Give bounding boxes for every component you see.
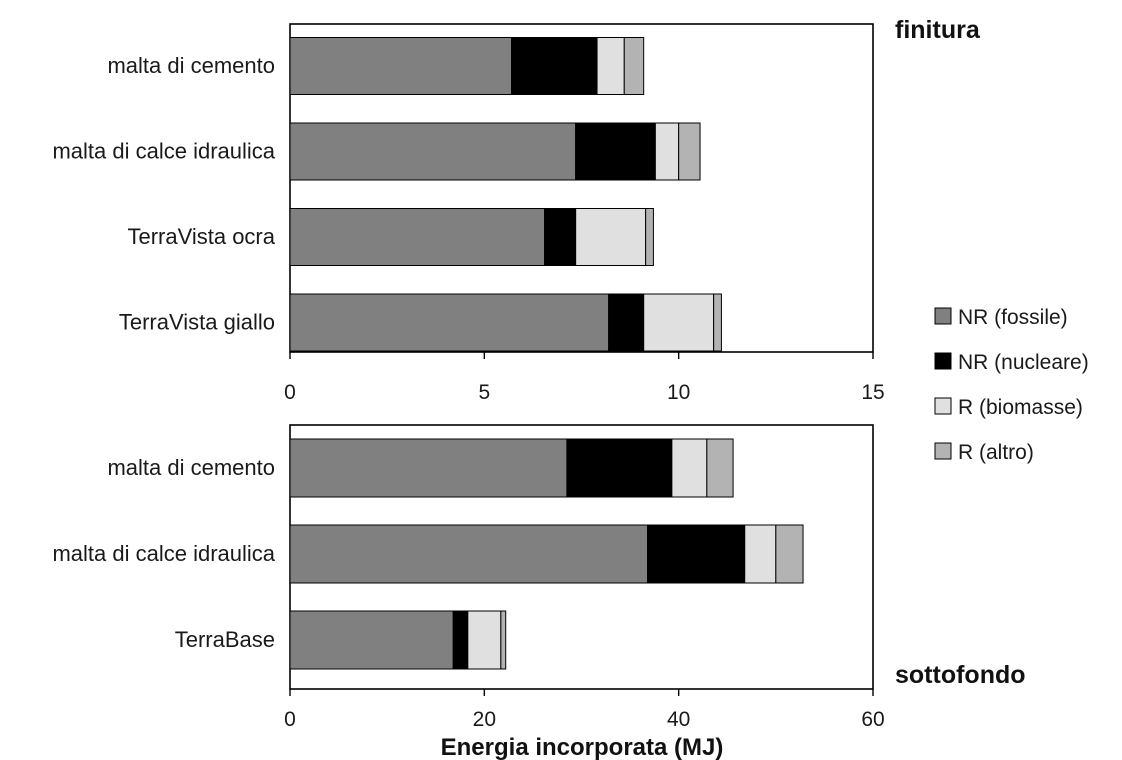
category-label: malta di cemento <box>107 53 275 78</box>
bar-terravista-giallo-r-altro <box>713 293 722 352</box>
x-tick-label: 10 <box>667 381 690 404</box>
bar-malta-di-calce-idraulica-r-altro <box>678 122 701 181</box>
x-tick-label: 20 <box>473 708 496 731</box>
bar-terravista-ocra-r-altro <box>645 208 654 266</box>
legend-swatch-r-altro <box>934 442 952 460</box>
category-label: malta di calce idraulica <box>52 541 275 566</box>
panel-finitura: finitura malta di cemento malta di calce i… <box>52 16 980 404</box>
x-tick-label: 0 <box>284 708 296 731</box>
bar-malta-di-cemento-nr-nucleare <box>511 37 598 95</box>
x-tick-label: 5 <box>478 381 490 404</box>
x-tick-label: 15 <box>861 381 884 404</box>
bar-terrabase-r-biomasse <box>467 610 502 670</box>
legend-swatch-nr-nucleare <box>934 352 952 370</box>
plot-frame <box>289 23 874 353</box>
bar-malta-di-cemento-r-altro <box>706 438 734 498</box>
x-tick-label: 40 <box>667 708 690 731</box>
legend-label: R (biomasse) <box>958 396 1083 419</box>
category-label: TerraVista giallo <box>119 310 275 335</box>
bar-malta-di-calce-idraulica-r-altro <box>775 524 804 584</box>
legend: NR (fossile) NR (nucleare) R (biomasse) R (… <box>934 306 1089 464</box>
bar-terrabase-nr-fossile <box>289 610 454 670</box>
bar-malta-di-calce-idraulica-r-biomasse <box>654 122 680 181</box>
bar-terrabase-nr-nucleare <box>452 610 469 670</box>
bar-malta-di-calce-idraulica-nr-fossile <box>289 524 649 584</box>
legend-label: R (altro) <box>958 441 1034 464</box>
panel-title: finitura <box>895 16 981 44</box>
panel-sottofondo: sottofondo malta di cemento malta di calce… <box>52 424 1026 731</box>
legend-swatch-nr-fossile <box>934 307 952 325</box>
panel-title: sottofondo <box>895 661 1026 689</box>
bar-terravista-ocra-nr-fossile <box>289 208 546 266</box>
bar-terravista-giallo-nr-nucleare <box>608 293 645 352</box>
bar-malta-di-calce-idraulica-r-biomasse <box>744 524 777 584</box>
bar-terravista-giallo-nr-fossile <box>289 293 610 352</box>
legend-label: NR (nucleare) <box>958 351 1089 374</box>
bar-terravista-ocra-nr-nucleare <box>544 208 577 266</box>
bar-terravista-giallo-r-biomasse <box>643 293 715 352</box>
category-label: malta di cemento <box>107 455 275 480</box>
legend-swatch-r-biomasse <box>934 397 952 415</box>
bar-terrabase-r-altro <box>500 610 507 670</box>
bar-malta-di-cemento-r-altro <box>623 37 645 95</box>
legend-label: NR (fossile) <box>958 306 1068 329</box>
x-axis-title: Energia incorporata (MJ) <box>441 734 724 760</box>
bar-malta-di-cemento-r-biomasse <box>596 37 625 95</box>
category-label: malta di calce idraulica <box>52 139 275 164</box>
bar-malta-di-cemento-r-biomasse <box>671 438 708 498</box>
x-tick-label: 0 <box>284 381 296 404</box>
bar-terravista-ocra-r-biomasse <box>575 208 647 266</box>
bar-malta-di-cemento-nr-nucleare <box>566 438 673 498</box>
category-label: TerraVista ocra <box>127 224 275 249</box>
category-label: TerraBase <box>175 627 275 652</box>
x-tick-label: 60 <box>861 708 884 731</box>
bar-malta-di-calce-idraulica-nr-fossile <box>289 122 577 181</box>
bar-malta-di-calce-idraulica-nr-nucleare <box>575 122 656 181</box>
bar-malta-di-cemento-nr-fossile <box>289 37 513 95</box>
bar-malta-di-calce-idraulica-nr-nucleare <box>647 524 746 584</box>
bar-malta-di-cemento-nr-fossile <box>289 438 568 498</box>
